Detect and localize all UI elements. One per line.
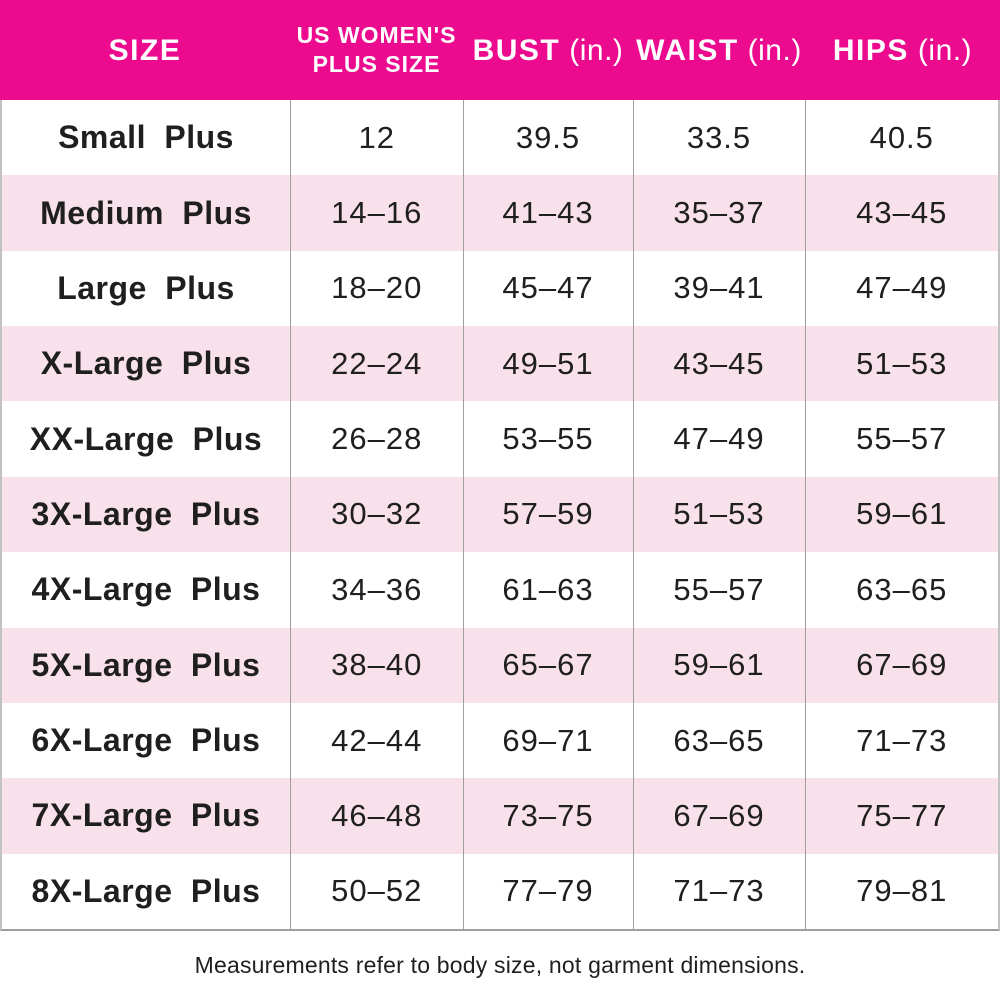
table-row: XX-Large Plus 26–28 53–55 47–49 55–57 [2, 401, 999, 477]
cell-hips: 79–81 [804, 853, 999, 929]
cell-waist: 59–61 [632, 627, 805, 703]
cell-hips: 51–53 [804, 326, 999, 402]
cell-bust: 73–75 [462, 778, 633, 854]
cell-plus_size: 12 [290, 100, 463, 176]
table-row: 3X-Large Plus 30–32 57–59 51–53 59–61 [2, 476, 999, 553]
cell-bust: 45–47 [462, 250, 633, 327]
column-header-label: US WOMEN'S [296, 22, 457, 49]
column-header-waist: WAIST (in.) [633, 0, 805, 100]
footnote-area: Measurements refer to body size, not gar… [0, 930, 1000, 1000]
cell-plus_size: 50–52 [290, 853, 463, 929]
cell-bust: 77–79 [462, 853, 633, 929]
cell-plus_size: 34–36 [290, 552, 463, 628]
cell-waist: 71–73 [632, 853, 805, 929]
cell-bust: 39.5 [462, 100, 633, 176]
cell-hips: 55–57 [804, 401, 999, 477]
table-row: X-Large Plus 22–24 49–51 43–45 51–53 [2, 326, 999, 402]
cell-bust: 65–67 [462, 627, 633, 703]
cell-size: 5X-Large Plus [31, 646, 261, 683]
cell-size: Medium Plus [40, 194, 252, 231]
cell-waist: 63–65 [632, 702, 805, 779]
cell-plus_size: 26–28 [290, 401, 463, 477]
column-header-unit: (in.) [569, 33, 624, 67]
cell-waist: 55–57 [632, 552, 805, 628]
column-header-label: BUST [472, 33, 561, 67]
cell-hips: 71–73 [804, 702, 999, 779]
cell-size: 4X-Large Plus [31, 571, 261, 608]
cell-bust: 57–59 [462, 476, 633, 553]
column-header-plus-size: US WOMEN'S PLUS SIZE [290, 0, 463, 100]
cell-waist: 67–69 [632, 778, 805, 854]
column-header-size: SIZE [0, 0, 290, 100]
cell-hips: 59–61 [804, 476, 999, 553]
cell-hips: 43–45 [804, 175, 999, 251]
cell-plus_size: 38–40 [290, 627, 463, 703]
cell-hips: 47–49 [804, 250, 999, 327]
cell-hips: 63–65 [804, 552, 999, 628]
cell-plus_size: 14–16 [290, 175, 463, 251]
cell-size: Large Plus [57, 269, 235, 306]
cell-plus_size: 18–20 [290, 250, 463, 327]
cell-bust: 61–63 [462, 552, 633, 628]
cell-hips: 67–69 [804, 627, 999, 703]
cell-plus_size: 30–32 [290, 476, 463, 553]
table-row: Large Plus 18–20 45–47 39–41 47–49 [2, 250, 999, 327]
table-row: Small Plus 12 39.5 33.5 40.5 [2, 100, 999, 176]
cell-waist: 33.5 [632, 100, 805, 176]
cell-bust: 69–71 [462, 702, 633, 779]
cell-plus_size: 46–48 [290, 778, 463, 854]
column-header-label: WAIST [636, 33, 739, 67]
table-row: 5X-Large Plus 38–40 65–67 59–61 67–69 [2, 627, 999, 703]
table-row: 6X-Large Plus 42–44 69–71 63–65 71–73 [2, 702, 999, 779]
cell-hips: 40.5 [804, 100, 999, 176]
column-header-label-line2: PLUS SIZE [312, 51, 441, 77]
footnote: Measurements refer to body size, not gar… [194, 951, 806, 978]
table-row: 8X-Large Plus 50–52 77–79 71–73 79–81 [2, 853, 999, 929]
column-header-bust: BUST (in.) [463, 0, 633, 100]
cell-size: X-Large Plus [40, 345, 252, 382]
cell-size: Small Plus [58, 119, 234, 156]
cell-bust: 41–43 [462, 175, 633, 251]
cell-waist: 39–41 [632, 250, 805, 327]
table-header: SIZE US WOMEN'S PLUS SIZE BUST (in.) WAIS… [0, 0, 1000, 100]
cell-waist: 51–53 [632, 476, 805, 553]
column-header-unit: (in.) [747, 33, 802, 67]
cell-size: 7X-Large Plus [31, 797, 261, 834]
table-row: 7X-Large Plus 46–48 73–75 67–69 75–77 [2, 778, 999, 854]
column-header-unit: (in.) [917, 33, 973, 67]
table-row: Medium Plus 14–16 41–43 35–37 43–45 [2, 175, 999, 251]
cell-plus_size: 42–44 [290, 702, 463, 779]
table-row: 4X-Large Plus 34–36 61–63 55–57 63–65 [2, 552, 999, 628]
column-header-label: HIPS [832, 33, 909, 67]
column-header-hips: HIPS (in.) [805, 0, 1000, 100]
cell-waist: 47–49 [632, 401, 805, 477]
cell-bust: 49–51 [462, 326, 633, 402]
table-body: Small Plus 12 39.5 33.5 40.5 Medium Plus 14–16… [0, 100, 1000, 931]
cell-plus_size: 22–24 [290, 326, 463, 402]
cell-size: 8X-Large Plus [31, 872, 261, 909]
cell-waist: 43–45 [632, 326, 805, 402]
cell-size: XX-Large Plus [29, 420, 263, 457]
cell-hips: 75–77 [804, 778, 999, 854]
cell-bust: 53–55 [462, 401, 633, 477]
cell-waist: 35–37 [632, 175, 805, 251]
column-header-label: SIZE [108, 33, 182, 67]
cell-size: 3X-Large Plus [31, 495, 261, 532]
cell-size: 6X-Large Plus [31, 722, 261, 759]
